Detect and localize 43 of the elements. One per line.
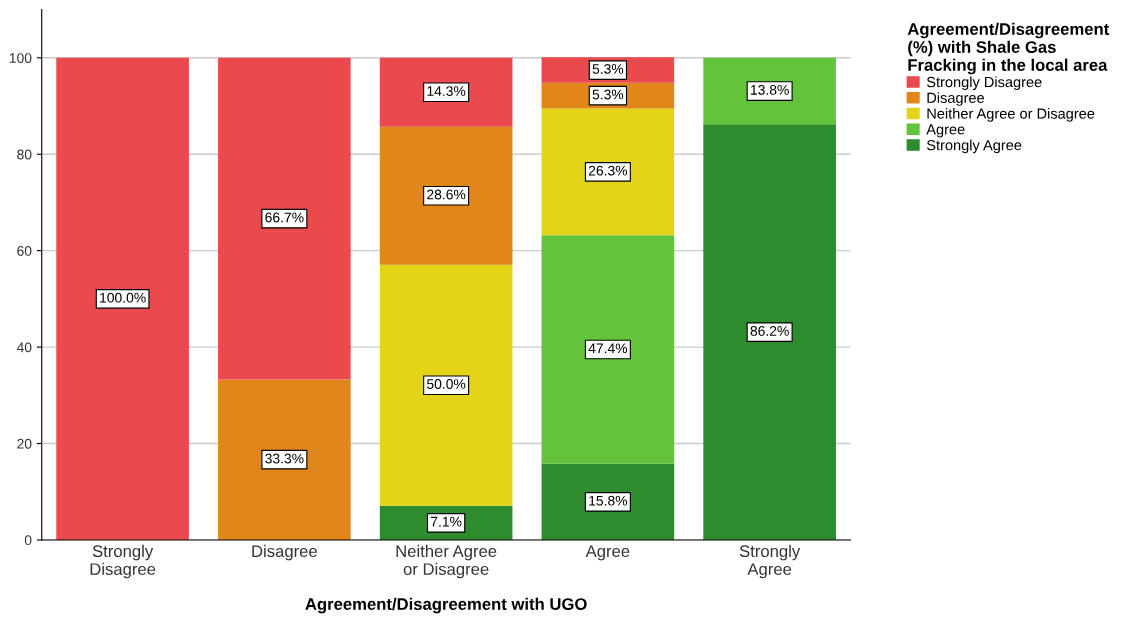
legend-label: Neither Agree or Disagree xyxy=(927,108,1095,122)
x-tick-label: Disagree xyxy=(252,544,317,561)
legend-label: Strongly Agree xyxy=(926,139,1022,154)
x-tick-label: Neither Agree or Disagree xyxy=(396,544,497,579)
x-axis-title: Agreement/Disagreement with UGO xyxy=(305,597,587,614)
data-label: 66.7% xyxy=(265,212,304,223)
bar xyxy=(379,264,513,506)
data-label: 47.4% xyxy=(588,343,628,354)
data-label: 86.2% xyxy=(750,326,789,336)
bar xyxy=(703,57,836,125)
data-label: 26.3% xyxy=(588,165,628,176)
y-tick-label: 100 xyxy=(9,53,32,63)
y-tick-label: 80 xyxy=(17,149,32,160)
y-tick-label: 20 xyxy=(17,438,32,449)
x-tick-label: Strongly Agree xyxy=(739,544,801,579)
x-tick-label: Agree xyxy=(585,545,630,561)
bar xyxy=(541,235,675,464)
legend-title: Agreement/Disagreement (%) with Shale Gas Fracking in the local area xyxy=(907,22,1110,75)
y-tick-label: 40 xyxy=(16,342,32,353)
legend-label: Disagree xyxy=(927,92,984,106)
data-label: 100.0% xyxy=(100,292,146,303)
data-label: 33.3% xyxy=(265,453,304,464)
bar xyxy=(218,379,351,540)
bar xyxy=(218,57,351,380)
data-label: 5.3% xyxy=(592,63,624,74)
data-label: 15.8% xyxy=(589,495,628,506)
y-tick-label: 60 xyxy=(17,246,32,256)
data-label: 50.0% xyxy=(426,379,466,389)
bar xyxy=(56,57,189,540)
data-label: 28.6% xyxy=(427,189,466,200)
bar xyxy=(703,124,836,540)
data-label: 13.8% xyxy=(751,84,789,95)
bar xyxy=(379,126,513,265)
legend-label: Strongly Disagree xyxy=(926,76,1042,91)
legend-label: Agree xyxy=(926,124,965,138)
bar xyxy=(541,108,675,236)
bar xyxy=(541,463,675,540)
y-tick-label: 0 xyxy=(24,535,32,546)
bar xyxy=(379,57,513,127)
x-tick-label: Strongly Disagree xyxy=(90,544,156,579)
data-label: 14.3% xyxy=(427,86,466,96)
data-label: 5.3% xyxy=(592,89,624,100)
data-label: 7.1% xyxy=(431,516,462,527)
